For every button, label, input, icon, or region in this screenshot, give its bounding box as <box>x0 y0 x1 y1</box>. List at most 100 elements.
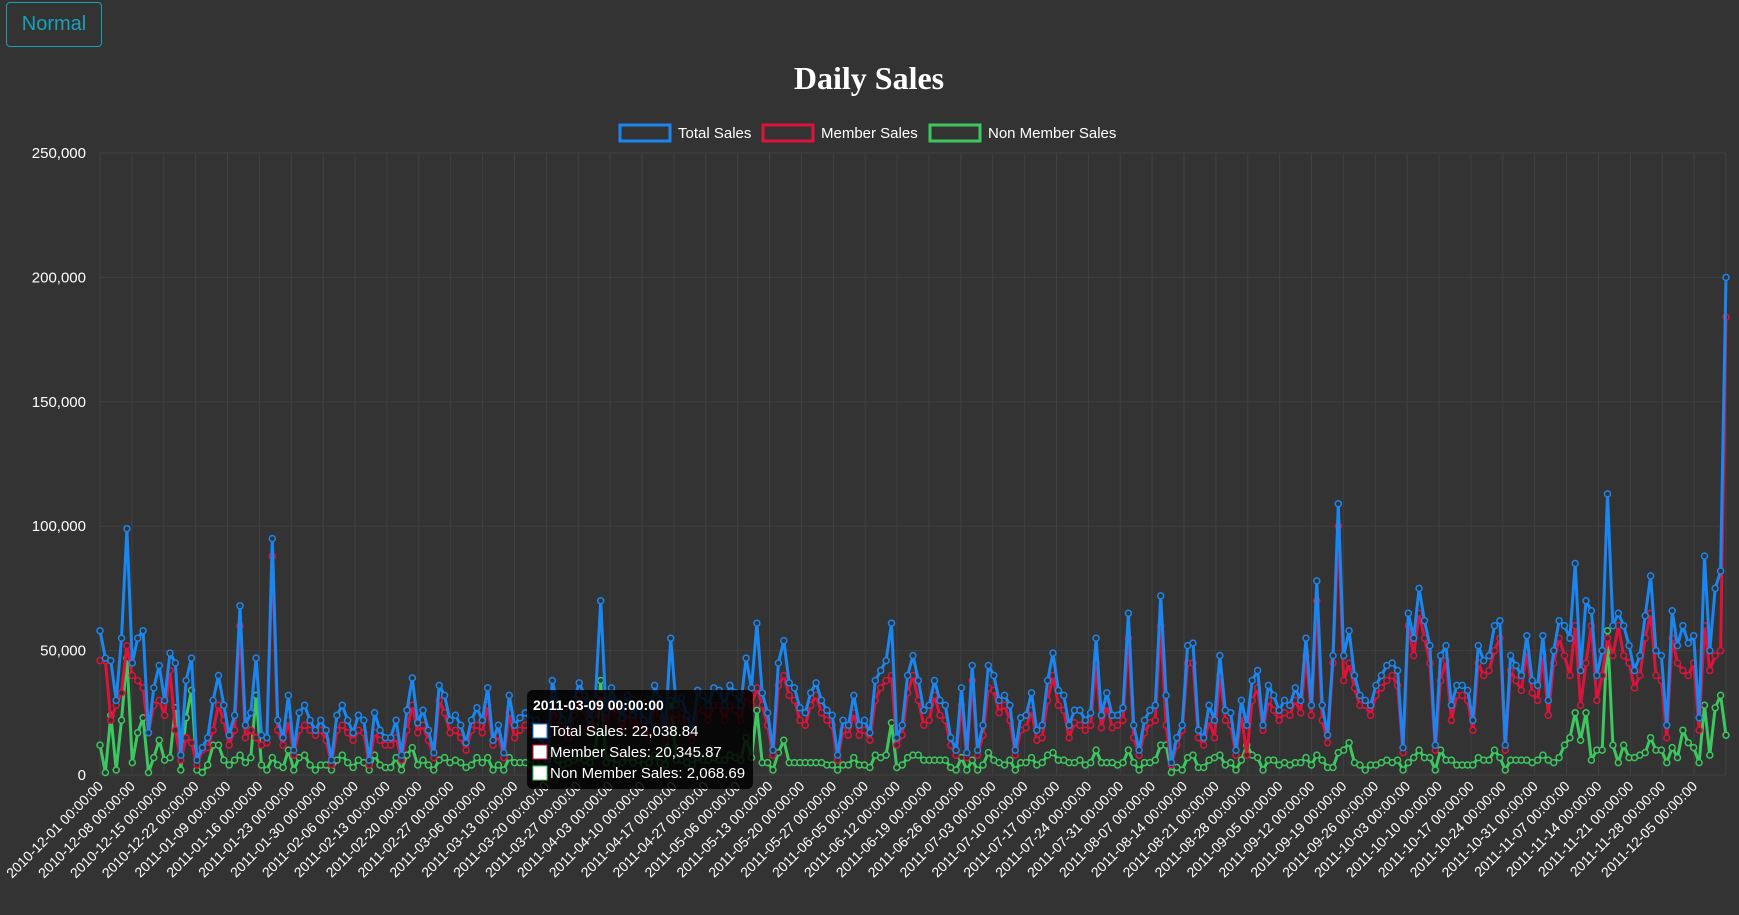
data-point[interactable] <box>284 691 293 700</box>
data-point[interactable] <box>1113 721 1122 729</box>
data-point[interactable] <box>1318 756 1326 764</box>
data-point[interactable] <box>252 654 260 662</box>
data-point[interactable] <box>510 721 519 729</box>
data-point[interactable] <box>155 661 163 670</box>
data-point[interactable] <box>456 758 465 767</box>
data-point[interactable] <box>1248 676 1256 685</box>
data-point[interactable] <box>1673 659 1682 667</box>
data-point[interactable] <box>413 728 422 737</box>
data-point[interactable] <box>1329 763 1337 772</box>
data-point[interactable] <box>1253 753 1262 762</box>
data-point[interactable] <box>1027 689 1036 697</box>
data-point[interactable] <box>338 721 347 729</box>
data-point[interactable] <box>1129 721 1138 729</box>
data-point[interactable] <box>1415 584 1423 593</box>
data-point[interactable] <box>1695 714 1703 722</box>
data-point[interactable] <box>467 761 476 769</box>
data-point[interactable] <box>876 684 885 692</box>
data-point[interactable] <box>1199 741 1208 749</box>
data-point[interactable] <box>1426 753 1434 762</box>
data-point[interactable] <box>995 709 1003 717</box>
data-point[interactable] <box>1366 711 1375 720</box>
data-point[interactable] <box>1011 766 1020 774</box>
data-point[interactable] <box>769 746 777 754</box>
data-point[interactable] <box>112 766 120 774</box>
data-point[interactable] <box>1092 634 1100 642</box>
data-point[interactable] <box>1022 758 1030 767</box>
data-point[interactable] <box>440 691 449 700</box>
data-point[interactable] <box>1103 689 1111 697</box>
data-point[interactable] <box>1668 607 1676 615</box>
data-point[interactable] <box>1323 738 1332 747</box>
data-point[interactable] <box>666 634 675 642</box>
data-point[interactable] <box>1582 709 1590 717</box>
data-point[interactable] <box>1716 691 1725 700</box>
data-point[interactable] <box>300 751 309 759</box>
data-point[interactable] <box>177 766 185 774</box>
data-point[interactable] <box>1576 701 1585 710</box>
data-point[interactable] <box>451 711 460 720</box>
data-point[interactable] <box>225 741 233 749</box>
data-point[interactable] <box>753 706 761 715</box>
data-point[interactable] <box>1420 616 1429 625</box>
data-point[interactable] <box>1097 723 1106 732</box>
data-point[interactable] <box>1409 753 1418 762</box>
data-point[interactable] <box>866 728 874 737</box>
data-point[interactable] <box>322 726 330 734</box>
data-point[interactable] <box>128 671 137 680</box>
data-point[interactable] <box>1054 686 1063 695</box>
data-point[interactable] <box>1286 701 1294 710</box>
data-point[interactable] <box>1490 646 1499 655</box>
data-point[interactable] <box>952 766 960 774</box>
data-point[interactable] <box>1609 651 1617 660</box>
data-point[interactable] <box>1345 626 1353 635</box>
data-point[interactable] <box>1065 721 1073 729</box>
data-point[interactable] <box>462 746 470 754</box>
data-point[interactable] <box>747 684 756 692</box>
data-point[interactable] <box>473 704 481 712</box>
data-point[interactable] <box>828 761 836 769</box>
data-point[interactable] <box>1722 731 1730 739</box>
data-point[interactable] <box>785 691 793 700</box>
data-point[interactable] <box>1339 651 1348 660</box>
data-point[interactable] <box>1619 741 1628 749</box>
data-point[interactable] <box>273 716 282 725</box>
data-point[interactable] <box>214 741 223 749</box>
data-point[interactable] <box>1280 696 1289 705</box>
data-point[interactable] <box>780 636 788 645</box>
data-point[interactable] <box>1706 646 1714 655</box>
data-point[interactable] <box>979 721 987 729</box>
data-point[interactable] <box>1663 733 1671 742</box>
data-point[interactable] <box>1232 746 1240 754</box>
data-point[interactable] <box>144 768 153 777</box>
data-point[interactable] <box>1383 676 1391 685</box>
data-point[interactable] <box>306 761 314 769</box>
data-point[interactable] <box>1625 641 1633 650</box>
data-point[interactable] <box>1307 761 1316 769</box>
data-point[interactable] <box>1668 743 1676 752</box>
data-point[interactable] <box>1684 738 1693 747</box>
data-point[interactable] <box>1679 621 1687 630</box>
data-point[interactable] <box>494 721 503 729</box>
data-point[interactable] <box>1679 666 1687 675</box>
data-point[interactable] <box>1700 701 1709 710</box>
data-point[interactable] <box>1501 766 1510 774</box>
data-point[interactable] <box>1641 612 1649 620</box>
data-point[interactable] <box>263 766 271 774</box>
data-point[interactable] <box>1512 661 1520 670</box>
data-point[interactable] <box>1533 756 1542 764</box>
data-point[interactable] <box>850 691 858 700</box>
data-point[interactable] <box>1167 758 1176 767</box>
data-point[interactable] <box>1076 706 1084 715</box>
data-point[interactable] <box>1560 741 1569 749</box>
data-point[interactable] <box>483 753 492 762</box>
data-point[interactable] <box>96 741 104 749</box>
data-point[interactable] <box>979 761 987 769</box>
data-point[interactable] <box>397 751 406 759</box>
data-point[interactable] <box>763 758 772 767</box>
data-point[interactable] <box>1609 741 1617 749</box>
data-point[interactable] <box>1210 733 1219 742</box>
data-point[interactable] <box>327 756 336 764</box>
data-point[interactable] <box>860 716 869 725</box>
data-point[interactable] <box>1366 701 1375 710</box>
